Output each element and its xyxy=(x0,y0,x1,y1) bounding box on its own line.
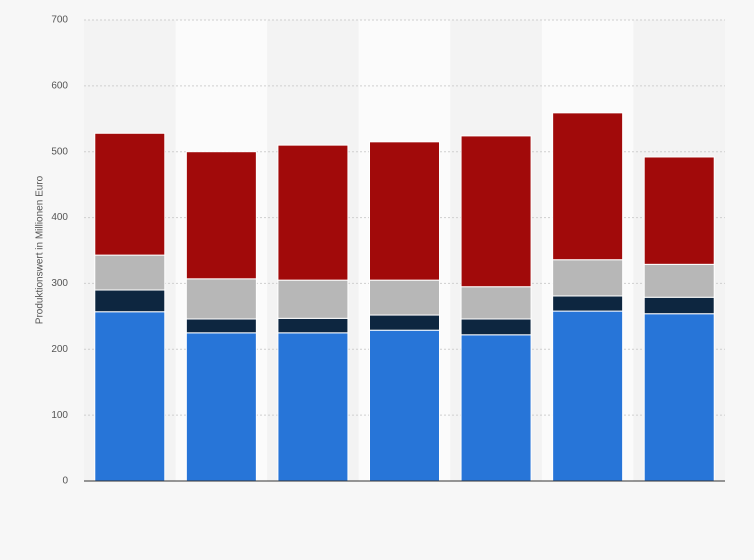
bar-segment xyxy=(94,132,166,256)
y-tick-label: 100 xyxy=(51,410,68,421)
bar-segment xyxy=(552,310,624,482)
bar-segment xyxy=(185,151,257,280)
bar-segment xyxy=(369,279,440,316)
bar-segment xyxy=(643,263,715,298)
bar-segment xyxy=(94,289,166,313)
bar-segment xyxy=(552,112,624,261)
bar-segment xyxy=(460,135,532,288)
bar-segment xyxy=(460,286,532,320)
y-tick-label: 500 xyxy=(51,146,68,157)
bar-segment xyxy=(277,279,349,319)
bar-segment xyxy=(94,311,166,482)
bar-segment xyxy=(643,313,715,482)
bar-segment xyxy=(369,141,440,281)
bar-segment xyxy=(460,334,532,482)
bar-segment xyxy=(552,295,624,312)
y-tick-label: 200 xyxy=(51,344,68,355)
bar-segment xyxy=(552,259,624,297)
y-tick-label: 700 xyxy=(51,15,68,26)
bar-segment xyxy=(643,156,715,265)
bar-segment xyxy=(277,332,349,482)
y-tick-label: 400 xyxy=(51,212,68,223)
bar-segment xyxy=(185,332,257,482)
bar-segment xyxy=(277,317,349,334)
y-tick-label: 0 xyxy=(62,476,68,487)
bar-segment xyxy=(369,329,440,482)
y-tick-label: 300 xyxy=(51,278,68,289)
bar-segment xyxy=(185,318,257,334)
bar-segment xyxy=(185,278,257,320)
bar-segment xyxy=(460,318,532,336)
y-tick-label: 600 xyxy=(51,80,68,91)
bar-segment xyxy=(277,144,349,281)
y-axis-label: Produktionswert in Millionen Euro xyxy=(35,175,46,324)
bar-segment xyxy=(369,314,440,331)
bar-segment xyxy=(643,296,715,315)
bar-segment xyxy=(94,254,166,291)
